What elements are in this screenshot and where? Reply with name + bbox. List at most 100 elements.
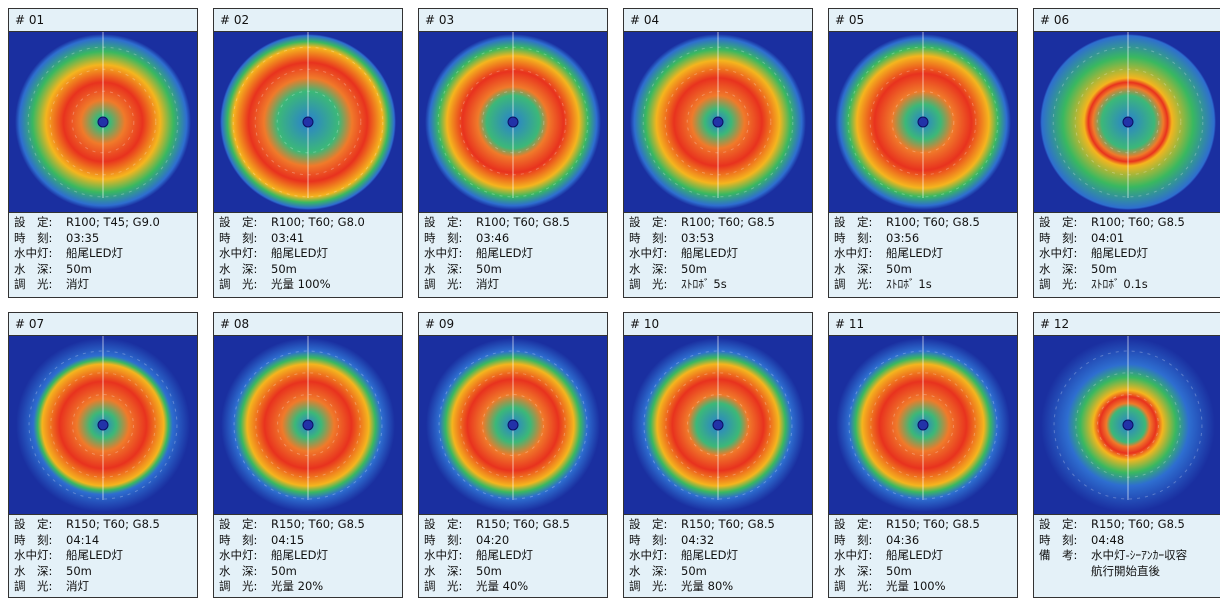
panel-id: # 10 bbox=[624, 313, 812, 336]
info-label: 水 深: bbox=[219, 563, 258, 578]
info-label: 備 考: bbox=[1039, 548, 1078, 562]
info-value: 50m bbox=[681, 563, 707, 578]
info-value: 03:53 bbox=[681, 230, 715, 245]
info-value: 光量 20% bbox=[271, 579, 324, 593]
info-label: 水中灯: bbox=[219, 246, 258, 260]
sonar-panel: # 07 設 定: R150; T60; G8.5 時 刻: 04:14 水中灯: 船尾LE… bbox=[8, 312, 198, 598]
info-row: 調 光: ｽﾄﾛﾎﾞ 0.1s bbox=[1039, 277, 1217, 293]
info-label: 調 光: bbox=[834, 277, 873, 291]
info-label: 設 定: bbox=[14, 215, 53, 229]
info-row: 水 深: 50m bbox=[1039, 262, 1217, 278]
info-row: 調 光: 光量 40% bbox=[424, 579, 602, 595]
info-label: 時 刻: bbox=[14, 230, 53, 245]
info-value: 50m bbox=[476, 261, 502, 276]
sonar-image bbox=[419, 336, 607, 514]
info-row: 水中灯: 船尾LED灯 bbox=[834, 246, 1012, 262]
info-value: 50m bbox=[886, 563, 912, 578]
ship-marker bbox=[302, 419, 314, 431]
sonar-panel: # 02 設 定: R100; T60; G8.0 時 刻: 03:41 水中灯: 船尾LE… bbox=[213, 8, 403, 298]
info-value: 04:32 bbox=[681, 532, 715, 547]
range-ring bbox=[642, 46, 794, 198]
info-label: 水 深: bbox=[424, 563, 463, 578]
ship-marker bbox=[97, 116, 109, 128]
range-ring bbox=[687, 394, 749, 456]
info-label: 設 定: bbox=[14, 517, 53, 531]
info-label: 設 定: bbox=[1039, 517, 1078, 531]
info-row: 水 深: 50m bbox=[834, 564, 1012, 580]
info-value: 船尾LED灯 bbox=[886, 548, 944, 562]
info-label: 時 刻: bbox=[424, 532, 463, 547]
info-row: 水 深: 50m bbox=[219, 262, 397, 278]
info-label: 設 定: bbox=[1039, 215, 1078, 229]
info-row: 水 深: 50m bbox=[424, 564, 602, 580]
info-label: 水中灯: bbox=[424, 548, 463, 562]
info-label: 時 刻: bbox=[219, 532, 258, 547]
info-value: R100; T45; G9.0 bbox=[66, 215, 160, 229]
info-row: 水中灯: 船尾LED灯 bbox=[629, 246, 807, 262]
sonar-image bbox=[9, 32, 197, 212]
info-row: 設 定: R150; T60; G8.5 bbox=[14, 517, 192, 533]
info-value: 船尾LED灯 bbox=[271, 246, 329, 260]
info-block: 設 定: R150; T60; G8.5 時 刻: 04:15 水中灯: 船尾LED灯水 … bbox=[214, 514, 402, 597]
info-label: 時 刻: bbox=[834, 230, 873, 245]
info-value: 50m bbox=[681, 261, 707, 276]
sonar-image bbox=[829, 336, 1017, 514]
info-row: 設 定: R100; T60; G8.5 bbox=[834, 215, 1012, 231]
info-label: 調 光: bbox=[219, 277, 258, 291]
info-value: 50m bbox=[1091, 261, 1117, 276]
info-block: 設 定: R150; T60; G8.5 時 刻: 04:32 水中灯: 船尾LED灯水 … bbox=[624, 514, 812, 597]
sonar-panel: # 03 設 定: R100; T60; G8.5 時 刻: 03:46 水中灯: 船尾LE… bbox=[418, 8, 608, 298]
info-value: 航行開始直後 bbox=[1091, 563, 1160, 578]
info-label: 水 深: bbox=[629, 563, 668, 578]
range-ring bbox=[72, 394, 134, 456]
ship-marker bbox=[97, 419, 109, 431]
sonar-image bbox=[419, 32, 607, 212]
info-label: 設 定: bbox=[219, 215, 258, 229]
info-row: 水中灯: 船尾LED灯 bbox=[424, 548, 602, 564]
panel-id: # 03 bbox=[419, 9, 607, 32]
info-value: R100; T60; G8.5 bbox=[1091, 215, 1185, 229]
info-label: 水中灯: bbox=[629, 548, 668, 562]
range-ring bbox=[1053, 350, 1203, 500]
info-block: 設 定: R100; T60; G8.5 時 刻: 04:01 水中灯: 船尾LED灯水 … bbox=[1034, 212, 1220, 297]
info-row: 設 定: R150; T60; G8.5 bbox=[1039, 517, 1217, 533]
info-value: R150; T60; G8.5 bbox=[1091, 517, 1185, 531]
info-row: 調 光: 消灯 bbox=[14, 277, 192, 293]
info-row: 設 定: R150; T60; G8.5 bbox=[629, 517, 807, 533]
info-row: 設 定: R150; T60; G8.5 bbox=[219, 517, 397, 533]
info-value: 50m bbox=[66, 261, 92, 276]
info-label: 設 定: bbox=[629, 517, 668, 531]
panel-id: # 01 bbox=[9, 9, 197, 32]
info-label: 水 深: bbox=[219, 261, 258, 276]
range-ring bbox=[482, 394, 544, 456]
info-label: 水中灯: bbox=[219, 548, 258, 562]
info-row: 水中灯: 船尾LED灯 bbox=[424, 246, 602, 262]
info-row: 時 刻: 03:53 bbox=[629, 231, 807, 247]
info-row: 水中灯: 船尾LED灯 bbox=[834, 548, 1012, 564]
info-label: 時 刻: bbox=[424, 230, 463, 245]
info-label: 水中灯: bbox=[629, 246, 668, 260]
info-label: 調 光: bbox=[629, 579, 668, 593]
info-block: 設 定: R100; T45; G9.0 時 刻: 03:35 水中灯: 船尾LED灯水 … bbox=[9, 212, 197, 297]
info-value: R100; T60; G8.5 bbox=[476, 215, 570, 229]
info-value: 04:48 bbox=[1091, 532, 1125, 547]
sonar-panel: # 11 設 定: R150; T60; G8.5 時 刻: 04:36 水中灯: 船尾LE… bbox=[828, 312, 1018, 598]
info-row: 水中灯: 船尾LED灯 bbox=[1039, 246, 1217, 262]
range-ring bbox=[1097, 394, 1159, 456]
info-row: 水中灯: 船尾LED灯 bbox=[14, 548, 192, 564]
info-value: R150; T60; G8.5 bbox=[886, 517, 980, 531]
info-value: 50m bbox=[886, 261, 912, 276]
info-row: 備 考: 水中灯-ｼｰｱﾝｶｰ収容 bbox=[1039, 548, 1217, 564]
info-label: 設 定: bbox=[424, 517, 463, 531]
panel-id: # 08 bbox=[214, 313, 402, 336]
sonar-panel: # 01 設 定: R100; T45; G9.0 時 刻: 03:35 水中灯: 船尾LE… bbox=[8, 8, 198, 298]
info-block: 設 定: R150; T60; G8.5 時 刻: 04:20 水中灯: 船尾LED灯水 … bbox=[419, 514, 607, 597]
info-value: 03:35 bbox=[66, 230, 100, 245]
info-row: 時 刻: 04:15 bbox=[219, 533, 397, 549]
info-row: 設 定: R100; T60; G8.5 bbox=[424, 215, 602, 231]
info-value: R150; T60; G8.5 bbox=[681, 517, 775, 531]
info-row: 水 深: 50m bbox=[629, 564, 807, 580]
info-value: 船尾LED灯 bbox=[66, 548, 124, 562]
panel-id: # 09 bbox=[419, 313, 607, 336]
